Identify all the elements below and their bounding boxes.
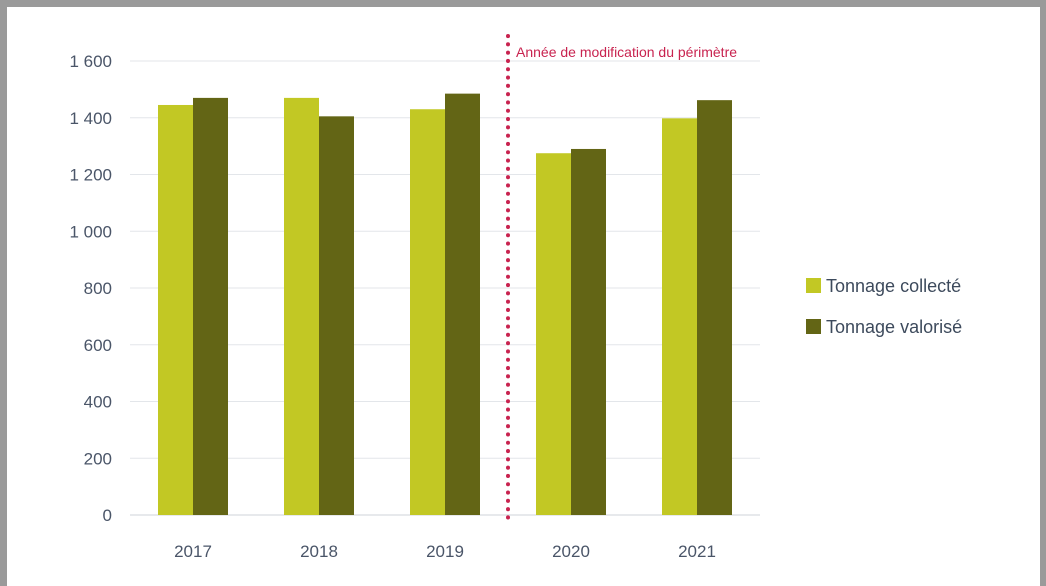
- bar-valorise-2018: [319, 116, 354, 516]
- y-tick-label: 200: [84, 449, 112, 468]
- bar-valorise-2020: [571, 148, 606, 515]
- legend-label: Tonnage valorisé: [826, 317, 962, 337]
- x-tick-label: 2020: [552, 542, 590, 561]
- x-tick-label: 2021: [678, 542, 716, 561]
- bar-valorise-2021: [697, 100, 732, 515]
- bar-collecte-2018: [284, 97, 319, 515]
- y-tick-label: 1 200: [69, 166, 112, 185]
- annotation-label: Année de modification du périmètre: [516, 44, 737, 60]
- y-tick-label: 1 000: [69, 222, 112, 241]
- bar-valorise-2017: [193, 97, 228, 515]
- y-tick-label: 1 600: [69, 52, 112, 71]
- y-tick-label: 400: [84, 393, 112, 412]
- x-tick-label: 2018: [300, 542, 338, 561]
- bar-valorise-2019: [445, 93, 480, 515]
- x-tick-label: 2017: [174, 542, 212, 561]
- y-tick-label: 0: [103, 506, 112, 525]
- legend-swatch-collecte: [806, 278, 821, 293]
- legend-label: Tonnage collecté: [826, 276, 961, 296]
- y-tick-label: 800: [84, 279, 112, 298]
- bar-collecte-2019: [410, 109, 445, 516]
- bar-collecte-2021: [662, 118, 697, 515]
- legend-swatch-valorise: [806, 319, 821, 334]
- bar-collecte-2017: [158, 104, 193, 515]
- y-tick-label: 600: [84, 336, 112, 355]
- y-tick-label: 1 400: [69, 109, 112, 128]
- bar-collecte-2020: [536, 153, 571, 515]
- x-tick-label: 2019: [426, 542, 464, 561]
